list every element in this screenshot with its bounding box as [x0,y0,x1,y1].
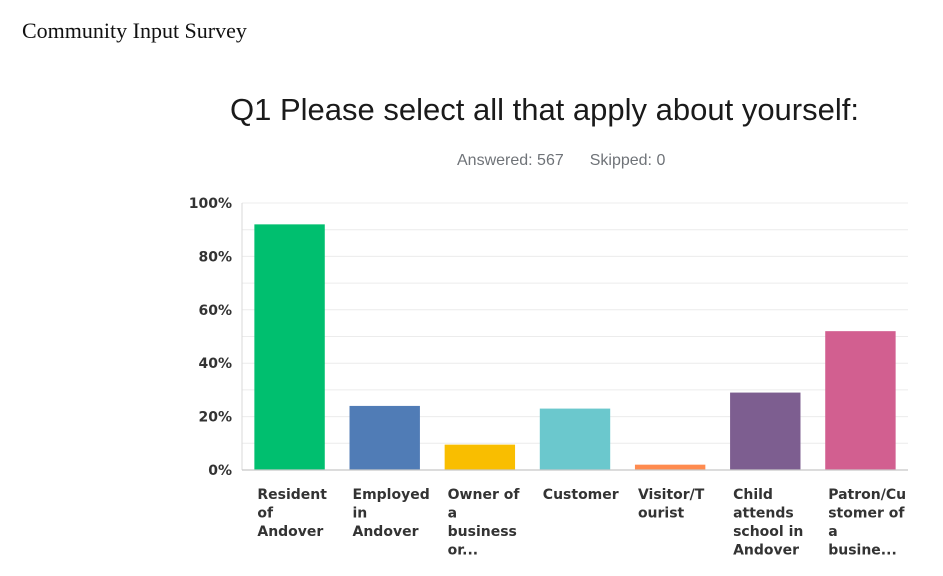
x-category-label: Andover [733,543,799,559]
x-category-label: Visitor/T [638,487,705,503]
document-header: Community Input Survey [22,18,247,43]
x-category-label: Patron/Cu [828,487,906,503]
x-category-label: busine... [828,543,897,559]
y-tick-label: 60% [198,303,232,319]
x-category-label: Employed [353,487,430,503]
y-tick-label: 100% [189,196,232,212]
x-category-label: a [828,524,837,540]
y-tick-label: 0% [208,463,232,479]
x-category-label: Resident [257,487,327,503]
x-category-label: Owner of [448,487,521,503]
response-stats: Answered: 567 Skipped: 0 [457,152,665,170]
skipped-count: Skipped: 0 [589,152,666,169]
x-category-label: or... [448,543,478,559]
bar [254,224,325,470]
bar [730,392,801,470]
x-category-label: Andover [353,524,419,540]
x-category-label: Child [733,487,773,503]
y-tick-label: 20% [198,410,232,426]
y-tick-label: 40% [198,356,232,372]
x-category-label: ourist [638,506,685,522]
bar [634,464,706,470]
bar [539,408,611,470]
x-category-label: Customer [543,487,619,503]
chart-title: Q1 Please select all that apply about yo… [230,92,859,127]
bar [444,444,516,470]
answered-count: Answered: 567 [457,152,564,169]
x-category-label: attends [733,506,794,522]
x-category-label: a [448,506,457,522]
x-category-label: business [448,524,517,540]
x-category-label: stomer of [828,506,905,522]
bar [349,405,420,470]
x-category-label: in [353,506,368,522]
y-tick-label: 80% [198,249,232,265]
bar [825,331,896,470]
x-category-label: school in [733,524,803,540]
x-category-label: Andover [257,524,323,540]
x-category-label: of [257,506,274,522]
